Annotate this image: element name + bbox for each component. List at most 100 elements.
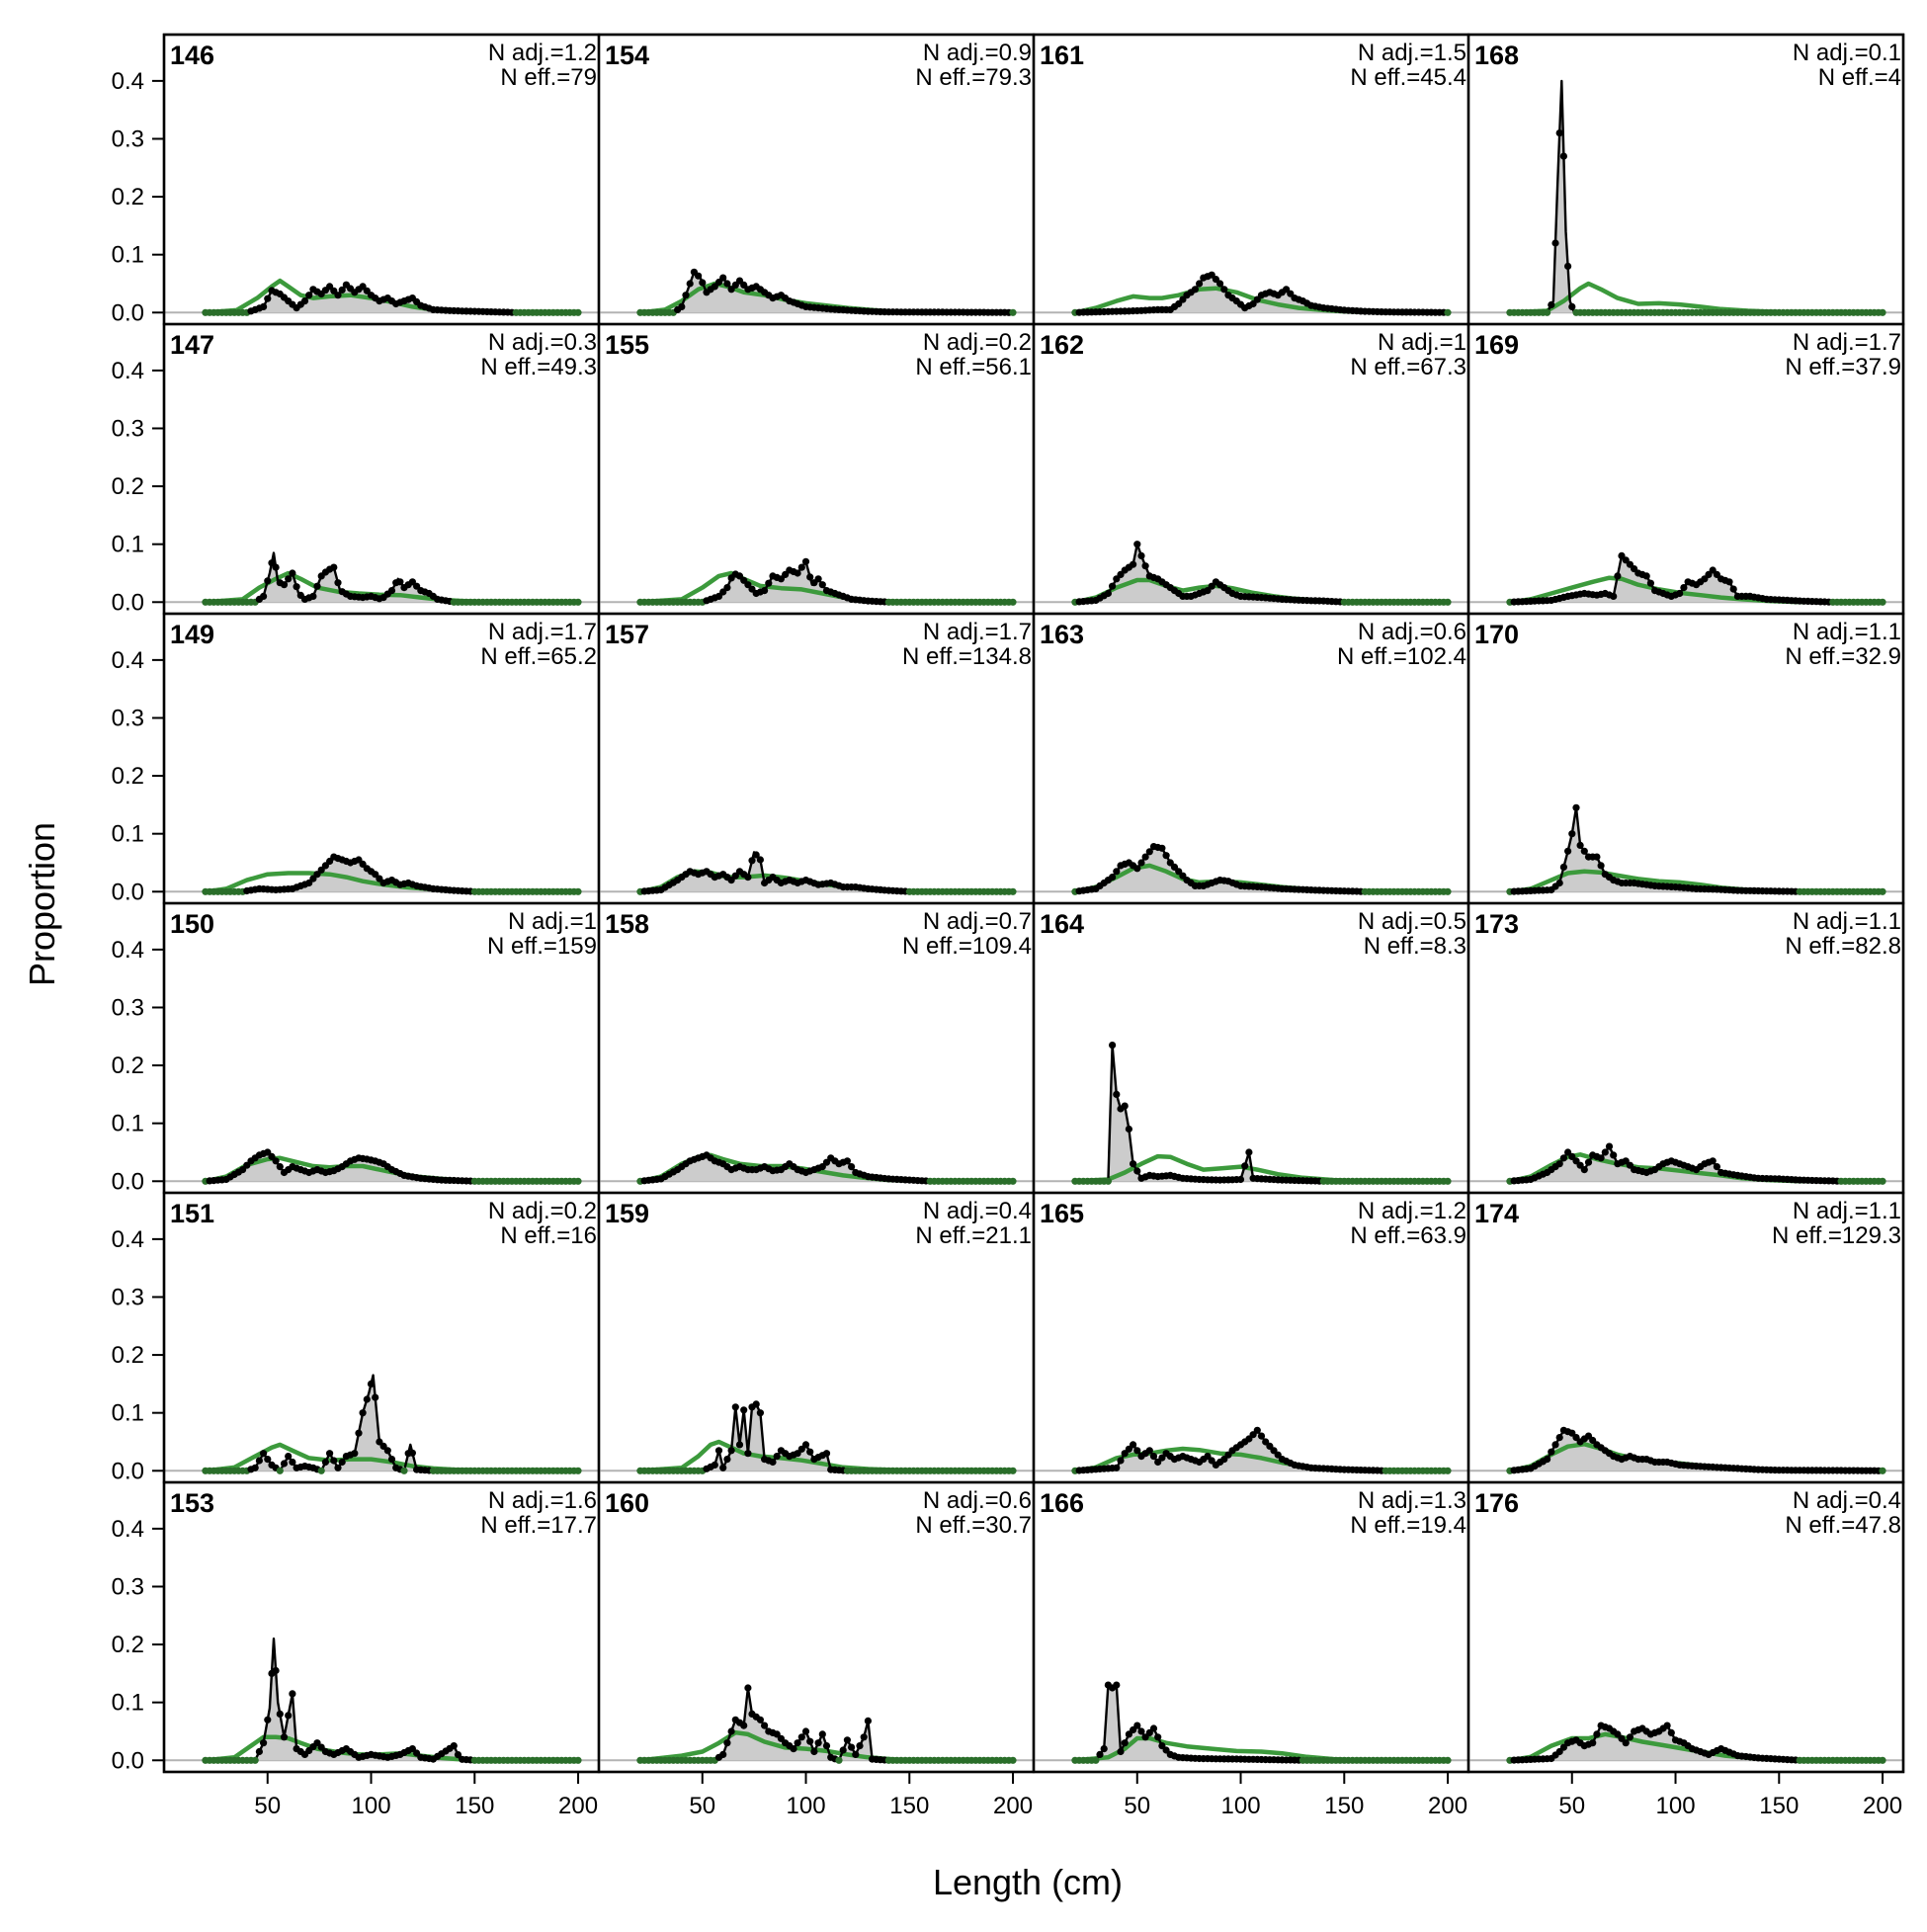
observed-point	[1137, 859, 1145, 867]
observed-point	[1576, 841, 1584, 850]
observed-point	[1555, 1434, 1563, 1442]
observed-point	[285, 1712, 293, 1720]
y-tick-label: 0.1	[112, 1400, 144, 1427]
observed-point	[305, 292, 313, 299]
observed-point	[1564, 262, 1572, 270]
observed-point	[1614, 572, 1622, 580]
observed-point	[1009, 1756, 1017, 1764]
observed-point	[280, 1460, 289, 1468]
x-tick-label: 50	[1124, 1793, 1150, 1819]
panel-151: 151 N adj.=0.2N eff.=16	[162, 1191, 601, 1484]
observed-point	[1149, 1724, 1158, 1732]
observed-point	[260, 302, 268, 310]
observed-point	[801, 1441, 810, 1449]
observed-point	[761, 587, 769, 595]
panel-n-adj: N adj.=0.5	[1358, 908, 1466, 935]
y-tick-label: 0.3	[112, 994, 144, 1021]
panel-label: 147	[170, 330, 214, 360]
observed-point	[450, 1742, 458, 1750]
observed-point	[1104, 1177, 1112, 1185]
observed-point	[810, 1747, 818, 1756]
observed-point	[1879, 1467, 1886, 1474]
panel-n-eff: N eff.=37.9	[1785, 354, 1901, 380]
observed-point	[797, 563, 805, 571]
observed-point	[719, 1464, 727, 1471]
panel-165: 165 N adj.=1.2N eff.=63.9	[1032, 1191, 1470, 1484]
observed-point	[255, 1457, 263, 1465]
observed-point	[300, 297, 309, 305]
observed-point	[1141, 562, 1149, 570]
observed-point	[1158, 844, 1166, 852]
panel-150: 150 N adj.=1N eff.=159	[162, 901, 601, 1195]
observed-area	[205, 285, 579, 313]
panel-label: 173	[1474, 909, 1519, 939]
panel-label: 146	[170, 41, 214, 70]
panel-n-adj: N adj.=0.1	[1793, 40, 1901, 66]
panel-n-eff: N eff.=8.3	[1364, 933, 1466, 960]
observed-point	[748, 857, 756, 865]
observed-point	[1009, 598, 1017, 606]
observed-point	[719, 274, 727, 282]
observed-point	[761, 1722, 769, 1729]
y-tick-label: 0.1	[112, 821, 144, 848]
panel-n-eff: N eff.=159	[487, 933, 597, 960]
observed-point	[383, 1447, 391, 1455]
observed-point	[756, 1716, 765, 1723]
y-tick-label: 0.4	[112, 358, 144, 384]
observed-point	[363, 1395, 371, 1403]
observed-point	[794, 1739, 801, 1747]
observed-point	[1584, 1158, 1593, 1166]
panel-n-eff: N eff.=19.4	[1350, 1512, 1466, 1539]
panel-n-eff: N eff.=82.8	[1785, 933, 1901, 960]
panel-n-adj: N adj.=1	[508, 908, 597, 935]
y-tick-label: 0.3	[112, 1284, 144, 1310]
observed-area	[639, 1154, 1014, 1182]
observed-point	[574, 308, 582, 316]
observed-point	[1145, 848, 1153, 856]
observed-point	[285, 1453, 293, 1461]
panel-n-adj: N adj.=1	[1378, 329, 1466, 356]
observed-point	[1663, 1722, 1671, 1729]
observed-point	[1879, 1177, 1886, 1185]
panel-n-eff: N eff.=79.3	[915, 64, 1032, 91]
observed-point	[1605, 1142, 1614, 1150]
panel-label: 151	[170, 1199, 214, 1228]
observed-point	[321, 1458, 329, 1467]
panel-label: 176	[1474, 1488, 1519, 1518]
observed-point	[1100, 1745, 1108, 1753]
observed-point	[1104, 589, 1112, 598]
observed-point	[723, 1739, 731, 1747]
y-tick-label: 0.0	[112, 879, 144, 905]
observed-area	[639, 272, 1014, 313]
observed-point	[313, 582, 321, 590]
panel-173: 173 N adj.=1.1N eff.=82.8	[1466, 901, 1905, 1195]
panel-n-eff: N eff.=17.7	[480, 1512, 597, 1539]
observed-point	[756, 856, 765, 864]
observed-point	[276, 1163, 284, 1171]
observed-point	[1009, 887, 1017, 895]
observed-point	[1137, 1727, 1145, 1735]
observed-point	[1444, 887, 1452, 895]
observed-point	[351, 1450, 359, 1458]
observed-point	[1580, 1166, 1588, 1174]
observed-point	[735, 1441, 744, 1449]
observed-point	[835, 1756, 843, 1764]
observed-area	[1509, 1430, 1884, 1471]
y-tick-label: 0.0	[112, 1458, 144, 1484]
observed-point	[1622, 1739, 1630, 1747]
panel-n-eff: N eff.=16	[500, 1222, 597, 1249]
observed-point	[276, 1467, 284, 1474]
observed-point	[574, 1467, 582, 1474]
observed-point	[699, 279, 707, 287]
panel-label: 157	[605, 620, 649, 649]
panel-n-adj: N adj.=1.1	[1793, 1198, 1901, 1224]
observed-point	[1133, 1447, 1141, 1455]
observed-point	[1109, 582, 1117, 590]
panel-n-adj: N adj.=1.7	[1793, 329, 1901, 356]
observed-point	[574, 887, 582, 895]
y-tick-label: 0.1	[112, 1111, 144, 1137]
y-tick-label: 0.2	[112, 1052, 144, 1079]
y-tick-label: 0.1	[112, 532, 144, 558]
observed-point	[1096, 1750, 1104, 1758]
